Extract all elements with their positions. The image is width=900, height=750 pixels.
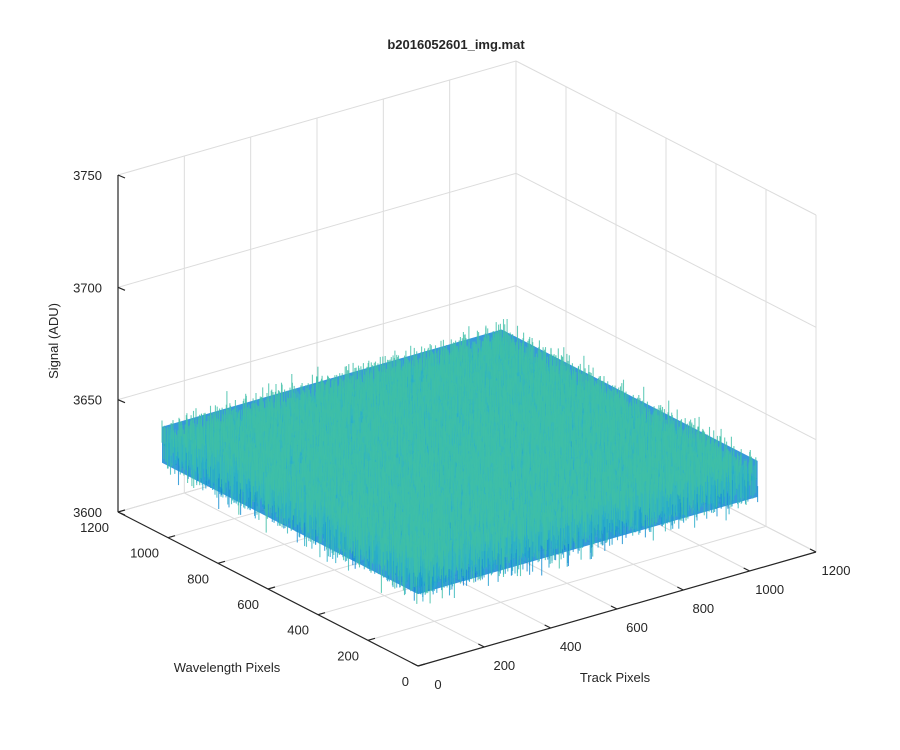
back-wall-grid-horizontal bbox=[117, 60, 517, 176]
surface-mesh bbox=[161, 319, 759, 604]
side-wall-grid-horizontal bbox=[515, 285, 817, 441]
floor-grid-line-y bbox=[367, 525, 767, 641]
side-wall-grid-horizontal bbox=[515, 60, 817, 216]
back-wall-grid-horizontal bbox=[117, 172, 517, 288]
side-wall-grid-horizontal bbox=[515, 172, 817, 328]
back-wall-grid-horizontal bbox=[117, 285, 517, 401]
